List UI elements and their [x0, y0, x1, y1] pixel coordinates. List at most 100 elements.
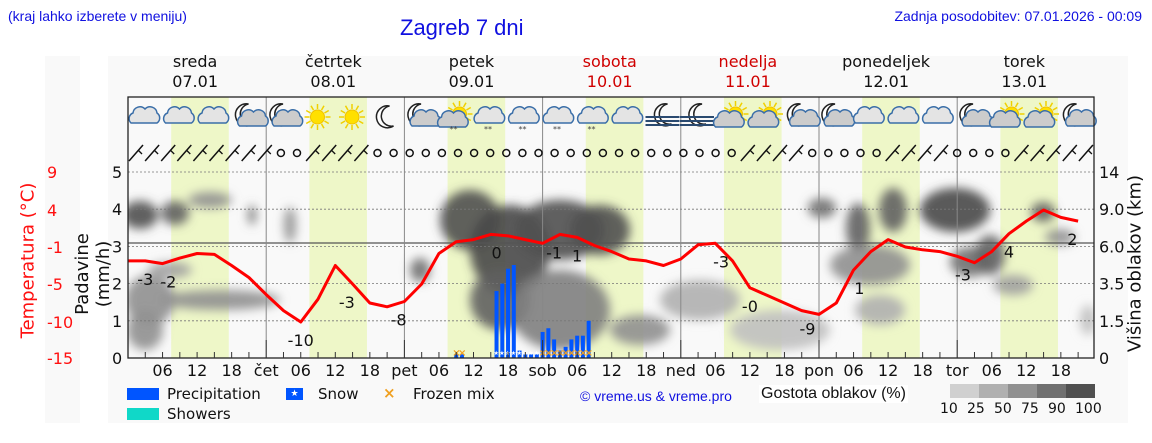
cloud-density-blob	[410, 258, 430, 282]
precip-bar	[494, 291, 499, 358]
wind-barb-icon	[772, 144, 788, 162]
wind-barb-flag	[942, 149, 948, 155]
snowflakes-icon: **	[484, 125, 492, 134]
temperature-value-label: -9	[800, 320, 816, 339]
sun-ray	[310, 123, 315, 129]
precipitation-swatch	[127, 388, 159, 400]
temp-tick-label: 9	[47, 163, 57, 182]
cloud-height-tick-label: 14	[1099, 163, 1119, 182]
day-label-6: torek 13.01	[954, 52, 1094, 92]
x-tick-label: 12	[878, 361, 898, 380]
wind-barb-flag	[797, 149, 803, 155]
day-name: ponedeljek	[842, 52, 931, 71]
plot-frame	[127, 96, 1095, 359]
precip-tick-label: 0	[112, 349, 122, 368]
weather-icon-cloudy	[611, 106, 644, 124]
snowflakes-icon: **	[588, 125, 596, 134]
day-label-4: nedelja 11.01	[678, 52, 818, 92]
calm-wind-icon	[582, 148, 592, 158]
x-tick-label: 18	[221, 361, 241, 380]
snowflakes-icon: **	[450, 125, 458, 134]
day-label-5: ponedeljek 12.01	[816, 52, 956, 92]
wind-barb-icon	[1046, 144, 1062, 162]
cloud-density-blob	[284, 207, 296, 243]
wind-barb-flag	[926, 149, 932, 155]
moon-icon	[375, 105, 394, 129]
x-tick-label: 06	[152, 361, 172, 380]
precip-bar	[517, 350, 522, 358]
calm-wind-icon	[405, 148, 414, 158]
x-tick-label: 06	[982, 361, 1002, 380]
weather-icon-cloudy	[162, 106, 195, 124]
sun-ray	[738, 102, 743, 108]
cloud-density-blob	[160, 290, 280, 310]
calm-wind-icon	[292, 148, 302, 158]
sun-ray	[452, 102, 457, 108]
calm-wind-icon	[469, 148, 479, 158]
calm-wind-icon	[598, 148, 608, 158]
snowflakes-icon: **	[519, 125, 527, 134]
frozen-mix-marker: ×	[585, 348, 593, 359]
copyright-link[interactable]: © vreme.us & vreme.pro	[580, 388, 732, 404]
wind-barb-icon	[917, 144, 933, 162]
legend-snow: Snow	[318, 385, 359, 403]
wind-barb-flag	[781, 149, 787, 155]
calm-wind-icon	[824, 148, 833, 158]
cloud-density-blob	[730, 310, 830, 350]
x-tick-label: 06	[843, 361, 863, 380]
wind-barb-icon	[176, 144, 192, 162]
snow-marker: ★	[499, 350, 504, 357]
wind-barb-flag	[266, 149, 272, 155]
menu-hint-link[interactable]: (kraj lahko izberete v meniju)	[8, 8, 187, 24]
cloud-density-label: Gostota oblakov (%)	[759, 385, 908, 403]
x-tick-label: 12	[602, 361, 622, 380]
wind-barb-flag	[910, 149, 916, 155]
scale-swatch	[1008, 384, 1037, 398]
sun-ray	[355, 123, 360, 129]
precip-bar	[580, 335, 585, 358]
x-tick-label: 12	[740, 361, 760, 380]
weather-icon-cloudy-snow: **	[542, 106, 575, 134]
calm-wind-icon	[1001, 148, 1010, 158]
temp-tick-label: -15	[47, 349, 73, 368]
day-name: petek	[448, 52, 495, 71]
calm-wind-icon	[679, 148, 688, 158]
temperature-line	[128, 208, 1079, 324]
wind-barb-icon	[208, 144, 225, 162]
calm-wind-icon	[566, 148, 575, 158]
scale-swatch	[950, 384, 979, 398]
temperature-value-label: -3	[713, 252, 729, 271]
weather-icon-cloudy	[128, 106, 161, 124]
x-tick-label: 06	[291, 361, 311, 380]
temp-tick-label: -5	[47, 275, 63, 294]
weather-icon-night-fog	[680, 103, 714, 127]
cloud-icon	[852, 106, 885, 124]
cloud-icon	[128, 106, 161, 124]
wind-barb-flag	[1023, 149, 1028, 155]
cloud-icon	[747, 110, 780, 128]
cloud-density-blob	[808, 198, 836, 218]
calm-wind-icon	[373, 148, 382, 158]
snow-marker: ★	[517, 350, 522, 357]
temperature-value-label: -0	[742, 297, 758, 316]
x-tick-label: 18	[498, 361, 518, 380]
sun-ray	[344, 123, 349, 129]
cloud-icon	[921, 106, 954, 124]
scale-label: 75	[1021, 401, 1039, 417]
weather-icon-sunny	[304, 104, 331, 130]
day-name: nedelja	[718, 52, 778, 71]
calm-wind-icon	[534, 148, 543, 158]
cloud-density-blob	[161, 201, 189, 225]
frozen-mix-marker: ×	[579, 348, 587, 359]
wind-barb-icon	[128, 144, 144, 162]
day-label-2: petek 09.01	[402, 52, 542, 92]
cloud-density-blob	[510, 270, 610, 350]
axis-ticks: 06 12 18 čet 06 12 18 pet 06 12 18 sob 06 12 18 ned 06 12…	[47, 163, 1124, 380]
cloud-icon	[988, 110, 1021, 128]
frozen-mix-icon: ×	[383, 384, 396, 402]
day-date: 10.01	[586, 72, 633, 91]
temperature-value-label: 0	[491, 243, 501, 262]
cloud-density-blob	[148, 262, 192, 278]
sun-icon	[310, 109, 325, 125]
wind-barb-flag	[314, 149, 320, 155]
